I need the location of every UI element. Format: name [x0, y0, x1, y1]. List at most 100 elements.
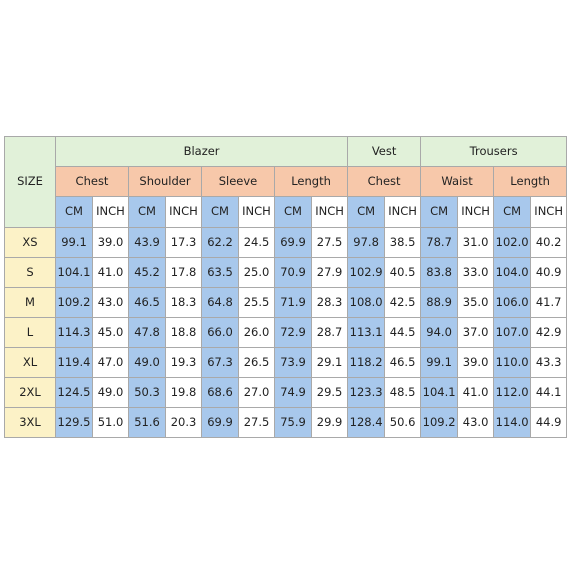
inch-value-cell: 38.5: [384, 227, 422, 258]
inch-value-cell: 40.2: [530, 227, 568, 258]
cm-value-cell: 70.9: [274, 257, 312, 288]
cm-value-cell: 114.0: [493, 407, 532, 438]
cm-value-cell: 50.3: [128, 377, 166, 408]
cm-value-cell: 119.4: [55, 347, 93, 378]
inch-value-cell: 18.3: [165, 287, 202, 318]
inch-value-cell: 31.0: [457, 227, 495, 258]
unit-inch-header: INCH: [310, 196, 349, 228]
cm-value-cell: 75.9: [274, 407, 312, 438]
group-header-blazer: Blazer: [54, 136, 349, 167]
cm-value-cell: 104.1: [420, 377, 459, 408]
size-label: M: [4, 287, 56, 318]
inch-value-cell: 27.5: [238, 407, 275, 438]
cm-value-cell: 62.2: [201, 227, 239, 258]
unit-inch-header: INCH: [457, 196, 495, 228]
inch-value-cell: 48.5: [384, 377, 422, 408]
size-label: S: [4, 257, 56, 288]
measure-header-blazer-chest: Chest: [55, 166, 129, 197]
unit-inch-header: INCH: [238, 196, 275, 228]
inch-value-cell: 29.1: [310, 347, 349, 378]
inch-value-cell: 19.3: [165, 347, 202, 378]
cm-value-cell: 49.0: [128, 347, 166, 378]
inch-value-cell: 44.9: [530, 407, 568, 438]
measure-header-trousers-length: Length: [493, 166, 568, 197]
cm-value-cell: 128.4: [347, 407, 386, 438]
cm-value-cell: 63.5: [201, 257, 239, 288]
cm-value-cell: 112.0: [493, 377, 532, 408]
cm-value-cell: 73.9: [274, 347, 312, 378]
size-label: XL: [4, 347, 56, 378]
cm-value-cell: 68.6: [201, 377, 239, 408]
inch-value-cell: 50.6: [384, 407, 422, 438]
cm-value-cell: 109.2: [55, 287, 93, 318]
cm-value-cell: 83.8: [420, 257, 459, 288]
inch-value-cell: 35.0: [457, 287, 495, 318]
unit-inch-header: INCH: [530, 196, 568, 228]
cm-value-cell: 110.0: [493, 347, 532, 378]
inch-value-cell: 19.8: [165, 377, 202, 408]
unit-cm-header: CM: [55, 196, 93, 228]
measure-header-blazer-length: Length: [273, 166, 349, 197]
inch-value-cell: 44.5: [384, 317, 422, 348]
cm-value-cell: 99.1: [55, 227, 93, 258]
size-label: L: [4, 317, 56, 348]
cm-value-cell: 74.9: [274, 377, 312, 408]
cm-value-cell: 69.9: [201, 407, 239, 438]
inch-value-cell: 37.0: [457, 317, 495, 348]
inch-value-cell: 45.0: [92, 317, 129, 348]
unit-cm-header: CM: [493, 196, 532, 228]
cm-value-cell: 46.5: [128, 287, 166, 318]
cm-value-cell: 104.1: [55, 257, 93, 288]
inch-value-cell: 42.5: [384, 287, 422, 318]
inch-value-cell: 41.0: [92, 257, 129, 288]
cm-value-cell: 106.0: [493, 287, 532, 318]
inch-value-cell: 17.8: [165, 257, 202, 288]
cm-value-cell: 88.9: [420, 287, 459, 318]
cm-value-cell: 129.5: [55, 407, 93, 438]
cm-value-cell: 108.0: [347, 287, 386, 318]
unit-inch-header: INCH: [165, 196, 202, 228]
cm-value-cell: 67.3: [201, 347, 239, 378]
cm-value-cell: 113.1: [347, 317, 386, 348]
cm-value-cell: 66.0: [201, 317, 239, 348]
size-label: XS: [4, 227, 56, 258]
inch-value-cell: 17.3: [165, 227, 202, 258]
inch-value-cell: 20.3: [165, 407, 202, 438]
cm-value-cell: 104.0: [493, 257, 532, 288]
size-row-xl: XL 119.4 47.0 49.0 19.3 67.3 26.5 73.9 29.1 118.2…: [4, 347, 568, 378]
group-header-trousers: Trousers: [420, 136, 568, 167]
cm-value-cell: 43.9: [128, 227, 166, 258]
inch-value-cell: 46.5: [384, 347, 422, 378]
inch-value-cell: 41.7: [530, 287, 568, 318]
size-row-s: S 104.1 41.0 45.2 17.8 63.5 25.0 70.9 27.9 102.9 4…: [4, 257, 568, 288]
inch-value-cell: 51.0: [92, 407, 129, 438]
cm-value-cell: 64.8: [201, 287, 239, 318]
inch-value-cell: 25.5: [238, 287, 275, 318]
inch-value-cell: 49.0: [92, 377, 129, 408]
cm-value-cell: 99.1: [420, 347, 459, 378]
inch-value-cell: 43.0: [457, 407, 495, 438]
inch-value-cell: 33.0: [457, 257, 495, 288]
inch-value-cell: 29.9: [310, 407, 349, 438]
cm-value-cell: 114.3: [55, 317, 93, 348]
cm-value-cell: 109.2: [420, 407, 459, 438]
cm-value-cell: 78.7: [420, 227, 459, 258]
inch-value-cell: 27.0: [238, 377, 275, 408]
inch-value-cell: 27.5: [310, 227, 349, 258]
measure-header-blazer-sleeve: Sleeve: [201, 166, 275, 197]
inch-value-cell: 18.8: [165, 317, 202, 348]
inch-value-cell: 39.0: [457, 347, 495, 378]
inch-value-cell: 43.3: [530, 347, 568, 378]
cm-value-cell: 45.2: [128, 257, 166, 288]
inch-value-cell: 25.0: [238, 257, 275, 288]
unit-inch-header: INCH: [384, 196, 422, 228]
size-row-m: M 109.2 43.0 46.5 18.3 64.8 25.5 71.9 28.3 108.0 4…: [4, 287, 568, 318]
size-label: 2XL: [4, 377, 56, 408]
size-row-xs: XS 99.1 39.0 43.9 17.3 62.2 24.5 69.9 27.5 97.8 38…: [4, 227, 568, 258]
unit-cm-header: CM: [347, 196, 386, 228]
size-row-3xl: 3XL 129.5 51.0 51.6 20.3 69.9 27.5 75.9 29.9 128.…: [4, 407, 568, 438]
size-header: SIZE: [4, 136, 56, 228]
cm-value-cell: 118.2: [347, 347, 386, 378]
unit-cm-header: CM: [128, 196, 166, 228]
measure-header-trousers-waist: Waist: [420, 166, 495, 197]
